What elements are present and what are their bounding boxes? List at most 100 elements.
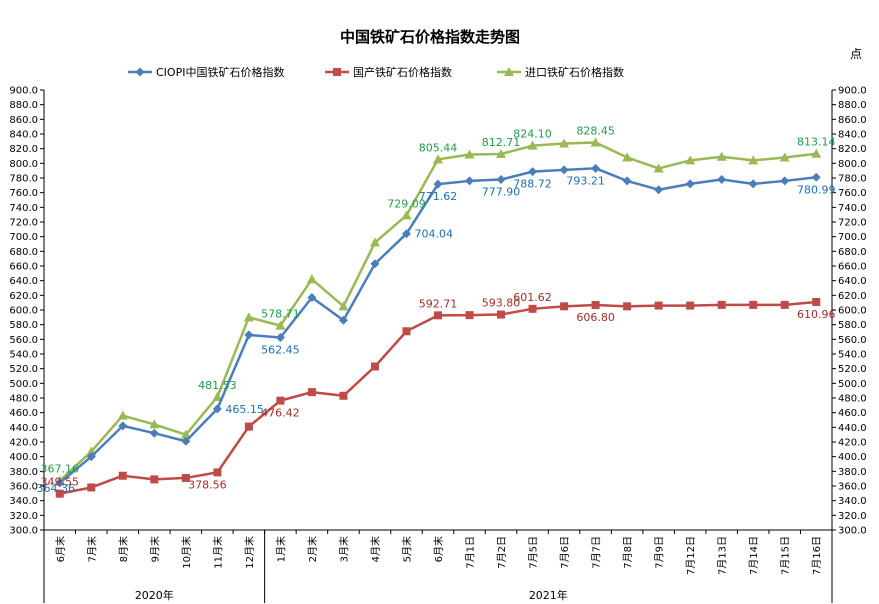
data-point <box>339 391 348 400</box>
data-point <box>780 176 790 186</box>
data-point <box>244 330 254 340</box>
year-label: 2021年 <box>529 588 568 602</box>
y-tick-label-left: 620.0 <box>9 291 38 302</box>
x-tick-label: 3月末 <box>337 536 350 562</box>
data-label: 812.71 <box>482 136 521 149</box>
y-tick-label-left: 820.0 <box>9 144 38 155</box>
y-tick-label-right: 640.0 <box>838 276 867 287</box>
y-tick-label-left: 880.0 <box>9 100 38 111</box>
data-point <box>686 301 695 310</box>
data-label: 824.10 <box>513 128 552 141</box>
y-tick-label-right: 760.0 <box>838 188 867 199</box>
series-line <box>58 167 817 484</box>
y-tick-label-left: 600.0 <box>9 306 38 317</box>
data-point <box>749 300 758 309</box>
data-label: 364.36 <box>37 482 76 495</box>
x-tick-label: 8月末 <box>117 536 130 562</box>
y-tick-label-left: 500.0 <box>9 379 38 390</box>
y-tick-label-left: 560.0 <box>9 335 38 346</box>
y-tick-label-left: 800.0 <box>9 159 38 170</box>
data-point <box>812 297 821 306</box>
series-line <box>59 300 817 495</box>
x-tick-label: 7月5日 <box>528 536 540 569</box>
data-point <box>401 210 412 220</box>
data-point <box>370 362 379 371</box>
y-tick-label-right: 880.0 <box>838 100 867 111</box>
x-tick-label: 1月末 <box>274 536 287 562</box>
data-point <box>654 185 664 195</box>
x-tick-label: 10月末 <box>180 536 193 569</box>
y-tick-label-left: 380.0 <box>9 467 38 478</box>
y-tick-label-left: 640.0 <box>9 276 38 287</box>
data-point <box>333 68 341 76</box>
y-tick-label-right: 580.0 <box>838 320 867 331</box>
x-tick-label: 7月1日 <box>465 536 477 569</box>
data-point <box>369 237 380 247</box>
y-tick-label-left: 720.0 <box>9 218 38 229</box>
y-tick-label-right: 300.0 <box>838 526 867 537</box>
data-point <box>181 473 190 482</box>
data-point <box>685 155 696 165</box>
data-point <box>55 489 64 498</box>
y-tick-label-left: 680.0 <box>9 247 38 258</box>
data-label: 592.71 <box>419 297 458 310</box>
y-tick-label-right: 800.0 <box>838 159 867 170</box>
data-label: 578.71 <box>261 308 300 321</box>
legend: CIOPI中国铁矿石价格指数 国产铁矿石价格指数 进口铁矿石价格指数 <box>128 65 624 79</box>
y-tick-label-right: 740.0 <box>838 203 867 214</box>
y-tick-label-left: 900.0 <box>9 86 38 97</box>
y-tick-label-right: 420.0 <box>838 438 867 449</box>
y-tick-label-left: 540.0 <box>9 350 38 361</box>
data-point <box>717 300 726 309</box>
data-label: 593.80 <box>482 297 521 310</box>
data-point <box>780 300 789 309</box>
data-point <box>560 302 569 311</box>
y-tick-label-right: 600.0 <box>838 306 867 317</box>
data-point <box>402 327 411 336</box>
x-tick-label: 2月末 <box>306 536 319 562</box>
y-tick-label-left: 320.0 <box>9 511 38 522</box>
data-point <box>213 468 222 477</box>
data-point <box>276 396 285 405</box>
x-tick-label: 12月末 <box>243 536 256 569</box>
data-point <box>464 149 475 159</box>
data-label: 805.44 <box>419 141 458 154</box>
data-label: 476.42 <box>261 407 300 420</box>
data-point <box>591 301 600 310</box>
data-point <box>149 428 159 438</box>
y-tick-label-left: 840.0 <box>9 130 38 141</box>
data-label: 729.09 <box>387 197 426 210</box>
x-tick-label: 5月末 <box>400 536 413 562</box>
year-label: 2020年 <box>135 588 174 602</box>
x-tick-label: 7月8日 <box>622 536 634 569</box>
data-point <box>244 422 253 431</box>
x-tick-label: 7月末 <box>85 536 98 562</box>
data-label: 828.45 <box>576 124 615 137</box>
y-tick-label-left: 520.0 <box>9 364 38 375</box>
x-tick-label: 7月2日 <box>496 536 508 569</box>
data-point <box>591 163 601 173</box>
y-tick-label-right: 500.0 <box>838 379 867 390</box>
y-tick-label-left: 420.0 <box>9 438 38 449</box>
y-tick-label-right: 660.0 <box>838 262 867 273</box>
data-point <box>748 179 758 189</box>
data-point <box>748 155 759 165</box>
legend-label: 进口铁矿石价格指数 <box>525 65 624 79</box>
legend-item-0: CIOPI中国铁矿石价格指数 <box>128 65 284 79</box>
y-tick-label-right: 340.0 <box>838 496 867 507</box>
chart-title: 中国铁矿石价格指数走势图 <box>340 28 520 46</box>
x-tick-label: 4月末 <box>369 536 382 562</box>
y-tick-label-left: 700.0 <box>9 232 38 243</box>
data-point <box>622 176 632 186</box>
y-tick-label-right: 700.0 <box>838 232 867 243</box>
y-tick-label-right: 900.0 <box>838 86 867 97</box>
data-label: 788.72 <box>513 178 552 191</box>
data-point <box>528 167 538 177</box>
series-1 <box>55 297 821 498</box>
legend-item-2: 进口铁矿石价格指数 <box>497 65 624 79</box>
data-point <box>527 140 538 150</box>
y-tick-label-left: 760.0 <box>9 188 38 199</box>
data-label: 793.21 <box>566 174 605 187</box>
data-point <box>275 333 285 343</box>
